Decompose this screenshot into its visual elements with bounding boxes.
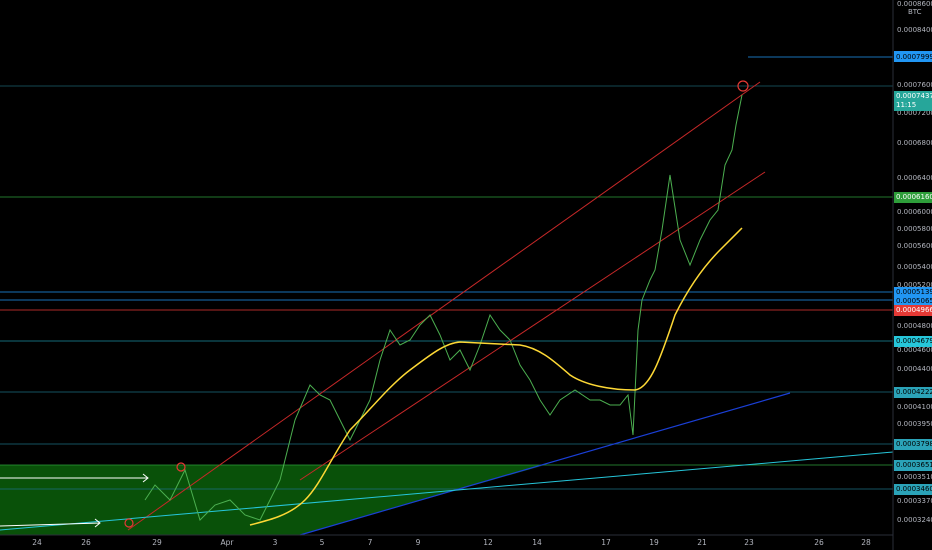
price-label: 0.00064000 <box>897 174 932 182</box>
price-label: 0.00041000 <box>897 403 932 411</box>
date-label: 23 <box>744 538 754 547</box>
last-price: 0.00074370 <box>896 92 932 100</box>
price-label: 0.00035100 <box>897 473 932 481</box>
horizontal-levels <box>0 56 893 490</box>
date-label: Apr <box>221 538 235 547</box>
date-label: 26 <box>814 538 824 547</box>
tag-bg <box>894 460 932 471</box>
date-axis: 24 26 29 Apr 3 5 7 9 12 14 17 19 21 23 2… <box>32 538 871 547</box>
tag-bg <box>894 192 932 203</box>
price-label: 0.00058000 <box>897 225 932 233</box>
date-label: 7 <box>368 538 373 547</box>
price-label: 0.00072000 <box>897 109 932 117</box>
markers <box>124 80 749 528</box>
tag-bg <box>894 387 932 398</box>
price-tag: 0.00046798 <box>896 337 932 345</box>
price-label: 0.00060000 <box>897 208 932 216</box>
date-label: 5 <box>320 538 325 547</box>
price-tag: 0.00079998 <box>896 53 932 61</box>
green-zone <box>0 465 545 535</box>
moving-average <box>249 227 743 526</box>
tag-bg <box>894 297 932 305</box>
tag-bg <box>894 439 932 450</box>
date-label: 9 <box>416 538 421 547</box>
price-label: 0.00086000 <box>897 0 932 8</box>
channel-lower <box>299 171 766 481</box>
arrows <box>0 473 149 528</box>
price-tag: 0.00036517 <box>896 461 932 469</box>
date-label: 17 <box>601 538 611 547</box>
tag-bg <box>894 484 932 495</box>
price-label: 0.00054000 <box>897 263 932 271</box>
date-label: 28 <box>861 538 871 547</box>
price-tags: 0.00079998 0.00074370 11:15 0.00061609 0… <box>894 51 932 495</box>
tag-bg <box>894 91 932 111</box>
circle-marker <box>124 518 134 528</box>
price-label: 0.00052000 <box>897 281 932 289</box>
price-label: 0.00046000 <box>897 346 932 354</box>
price-label: 0.00076000 <box>897 81 932 89</box>
date-label: 26 <box>81 538 91 547</box>
date-label: 12 <box>483 538 493 547</box>
price-label: 0.00032400 <box>897 516 932 524</box>
price-tag: 0.00051398 <box>896 288 932 296</box>
tag-bg <box>894 51 932 62</box>
price-label: 0.00068000 <box>897 139 932 147</box>
price-tag: 0.00037983 <box>896 440 932 448</box>
date-label: 14 <box>532 538 542 547</box>
channel-upper <box>127 81 761 531</box>
price-series <box>144 94 743 521</box>
price-label: 0.00084000 <box>897 26 932 34</box>
price-tag: 0.00042223 <box>896 388 932 396</box>
date-label: 21 <box>697 538 707 547</box>
price-label: 0.00039500 <box>897 420 932 428</box>
tag-bg <box>894 287 932 297</box>
arrow <box>0 473 149 483</box>
price-tag: 0.00061609 <box>896 193 932 201</box>
date-label: 24 <box>32 538 42 547</box>
price-label: 0.00048000 <box>897 322 932 330</box>
price-axis: 0.00086000 BTC 0.00084000 0.00076000 0.0… <box>897 0 932 524</box>
date-label: 19 <box>649 538 659 547</box>
date-label: 29 <box>152 538 162 547</box>
trend-line <box>0 451 894 531</box>
tag-bg <box>894 305 932 316</box>
price-tag: 0.00034605 <box>896 485 932 493</box>
price-label: 0.00044000 <box>897 365 932 373</box>
arrow <box>0 518 101 528</box>
price-label: 0.00033700 <box>897 497 932 505</box>
price-label: 0.00056000 <box>897 242 932 250</box>
circle-marker <box>737 80 749 92</box>
unit-label: BTC <box>908 8 922 16</box>
tag-bg <box>894 336 932 347</box>
countdown: 11:15 <box>896 101 916 109</box>
trend-line <box>299 392 791 536</box>
circle-marker <box>176 462 186 472</box>
price-tag: 0.00050651 <box>896 297 932 305</box>
date-label: 3 <box>273 538 278 547</box>
